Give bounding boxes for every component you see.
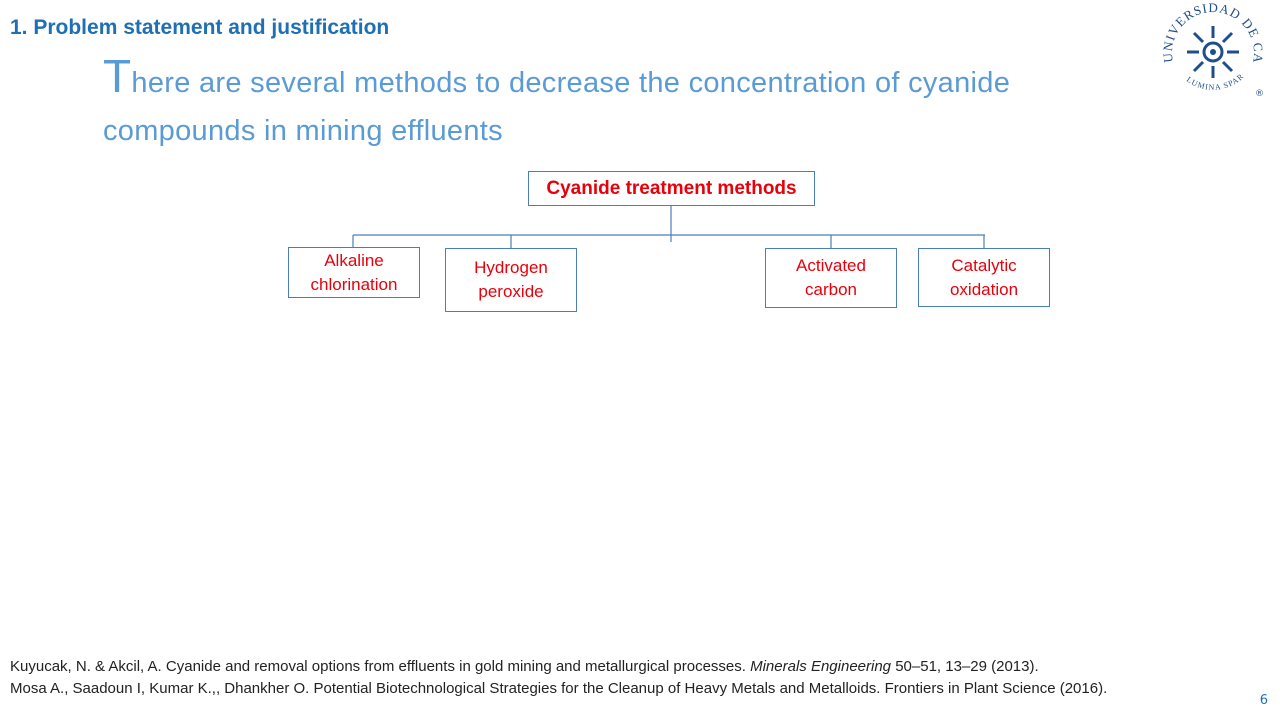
reference-text: Kuyucak, N. & Akcil, A. Cyanide and remo… <box>10 658 751 675</box>
method-node: Hydrogen peroxide <box>445 248 577 312</box>
method-node: Alkaline chlorination <box>288 247 420 298</box>
reference: Mosa A., Saadoun I, Kumar K.,, Dhankher … <box>10 680 1108 697</box>
root-node: Cyanide treatment methods <box>528 171 815 206</box>
reference-text: 50–51, 13–29 (2013). <box>891 658 1039 675</box>
section-title: 1. Problem statement and justification <box>10 16 390 39</box>
university-logo: UNIVERSIDAD DE CALDAS LUMINA SPARGO ® <box>1160 0 1265 99</box>
method-node: Activated carbon <box>765 248 897 308</box>
journal: Minerals Engineering <box>750 658 892 675</box>
page-number: 6 <box>1259 693 1268 708</box>
heading: There are several methods to decrease th… <box>103 50 1011 147</box>
logo-mark: ® <box>1255 89 1264 99</box>
method-node: Catalytic oxidation <box>918 248 1050 307</box>
reference: Kuyucak, N. & Akcil, A. Cyanide and remo… <box>10 656 1210 678</box>
